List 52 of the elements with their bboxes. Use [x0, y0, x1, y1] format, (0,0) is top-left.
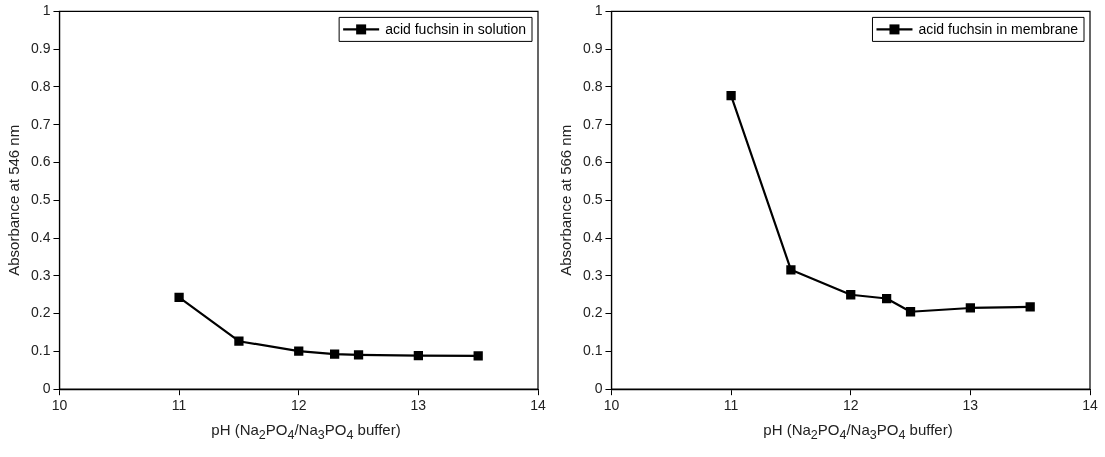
x-tick-label: 11 — [723, 397, 739, 414]
point — [905, 307, 916, 317]
y-tick-label: 0.7 — [582, 115, 603, 132]
point — [846, 290, 856, 300]
point — [234, 336, 244, 346]
point — [965, 303, 975, 313]
y-tick-label: 1 — [594, 2, 603, 19]
y-axis-title: Absorbance at 546 nm — [5, 124, 23, 276]
y-tick-label: 0.4 — [30, 228, 51, 245]
y-tick-label: 0.9 — [30, 40, 51, 57]
y-tick-label: 0.8 — [30, 77, 51, 94]
y-tick-label: 0.3 — [582, 266, 603, 283]
x-tick-label: 11 — [171, 397, 187, 414]
point — [329, 349, 340, 359]
y-tick-label: 0.9 — [582, 40, 603, 57]
point — [473, 351, 483, 361]
text: pH (Na$_{2}$PO$_{4}$/Na$_{3}$PO$_{4}$ buffer) — [763, 421, 953, 442]
x-tick-label: 12 — [842, 397, 859, 414]
y-tick-label: 0.7 — [30, 115, 51, 132]
point — [786, 265, 796, 275]
y-tick-label: 0.5 — [30, 191, 51, 208]
x-tick-label: 12 — [290, 397, 307, 414]
point — [881, 293, 892, 304]
x-tick-label: 10 — [51, 397, 68, 414]
point — [726, 91, 736, 101]
x-tick-label: 10 — [603, 397, 620, 414]
y-tick-label: 0.6 — [582, 153, 603, 170]
y-tick-label: 0.1 — [582, 342, 603, 359]
y-tick-label: 0.5 — [582, 191, 603, 208]
point — [353, 350, 364, 360]
y-tick-label: 0 — [42, 380, 51, 397]
legend-label: acid fuchsin in solution — [385, 21, 527, 38]
text: pH (Na$_{2}$PO$_{4}$/Na$_{3}$PO$_{4}$ buffer) — [211, 421, 401, 442]
point — [413, 350, 423, 361]
y-tick-label: 0 — [594, 380, 603, 397]
y-tick-label: 0.6 — [30, 153, 51, 170]
y-tick-label: 0.4 — [582, 228, 603, 245]
y-tick-label: 0.2 — [30, 304, 51, 321]
x-tick-label: 13 — [410, 397, 427, 414]
y-tick-label: 0.2 — [582, 304, 603, 321]
x-tick-label: 13 — [962, 397, 979, 414]
y-tick-label: 0.1 — [30, 342, 51, 359]
x-tick-label: 14 — [1082, 397, 1098, 414]
y-tick-label: 1 — [42, 2, 51, 19]
x-tick-label: 14 — [530, 397, 546, 414]
y-axis-title: Absorbance at 566 nm — [557, 124, 575, 276]
point — [294, 346, 304, 356]
y-tick-label: 0.8 — [582, 77, 603, 94]
y-tick-label: 0.3 — [30, 266, 51, 283]
point — [1025, 302, 1035, 312]
legend-label: acid fuchsin in membrane — [918, 21, 1079, 38]
point — [174, 292, 184, 303]
